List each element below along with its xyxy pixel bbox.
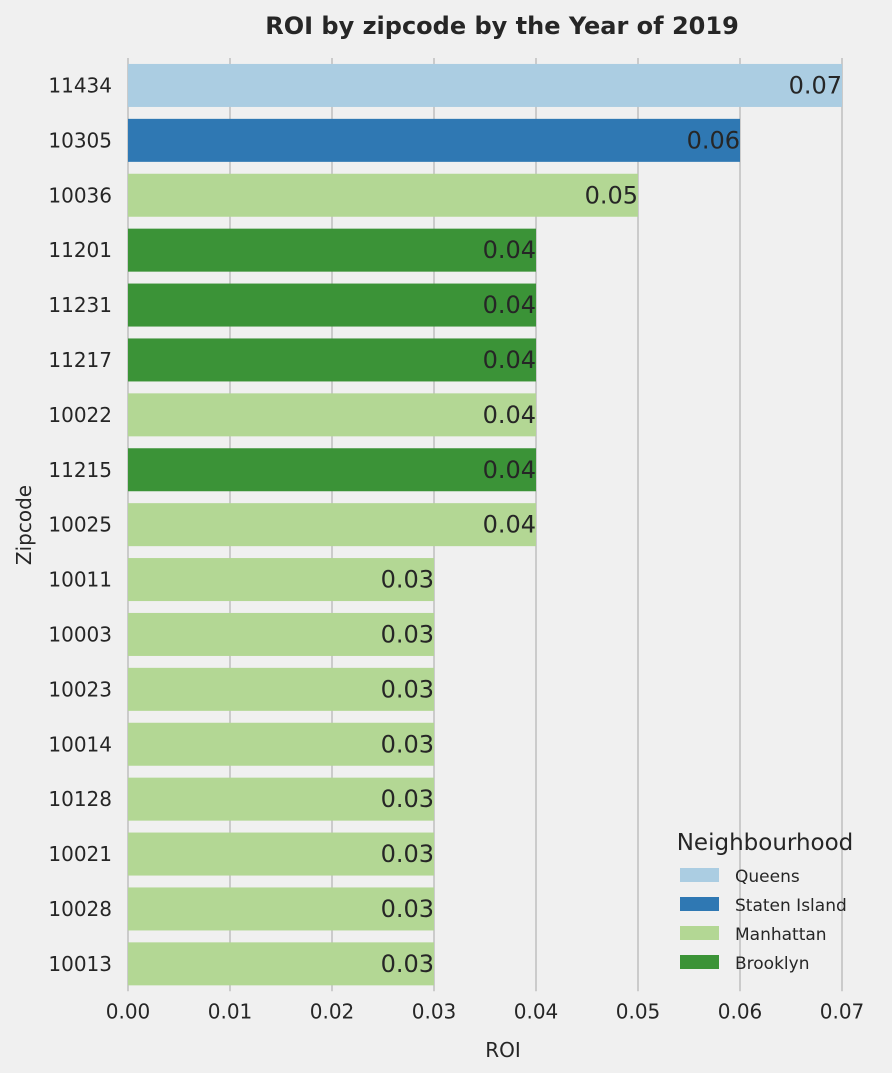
y-axis-label: Zipcode: [12, 485, 36, 565]
legend-swatch: [680, 897, 719, 911]
legend-label: Staten Island: [735, 896, 847, 916]
bar: [128, 283, 536, 327]
bars: [128, 63, 842, 986]
bar: [128, 448, 536, 492]
x-tick-labels: 0.00 0.01 0.02 0.03 0.04 0.05 0.06 0.07: [106, 999, 865, 1023]
bar: [128, 832, 434, 876]
bar: [128, 393, 536, 437]
legend-swatch: [680, 868, 719, 882]
x-tick-label: 0.05: [616, 999, 661, 1023]
bar: [128, 228, 536, 272]
y-tick-label: 10011: [48, 568, 112, 592]
data-label: 0.04: [483, 291, 536, 319]
y-tick-label: 10036: [48, 183, 112, 207]
bar: [128, 558, 434, 602]
bar: [128, 503, 536, 547]
x-axis-label: ROI: [485, 1038, 521, 1062]
legend-title: Neighbourhood: [677, 830, 854, 856]
legend-label: Brooklyn: [735, 954, 809, 974]
y-tick-label: 11217: [48, 348, 112, 372]
data-label: 0.05: [585, 181, 638, 209]
y-tick-label: 10021: [48, 842, 112, 866]
x-tick-label: 0.01: [208, 999, 253, 1023]
y-tick-labels: 11434 10305 10036 11201 11231 11217 10022 11215…: [48, 73, 112, 975]
bar: [128, 118, 740, 162]
bar: [128, 942, 434, 986]
y-tick-label: 10013: [48, 952, 112, 976]
data-label: 0.03: [381, 566, 434, 594]
x-tick-label: 0.00: [106, 999, 151, 1023]
data-label: 0.07: [789, 71, 842, 99]
x-tick-label: 0.04: [514, 999, 559, 1023]
data-label: 0.03: [381, 675, 434, 703]
legend-swatch: [680, 955, 719, 969]
data-label: 0.04: [483, 456, 536, 484]
y-tick-label: 10014: [48, 732, 112, 756]
legend: Neighbourhood Queens Staten Island Manhatt…: [677, 830, 854, 974]
y-tick-label: 10028: [48, 897, 112, 921]
y-tick-label: 10022: [48, 403, 112, 427]
bar: [128, 612, 434, 656]
x-tick-label: 0.07: [820, 999, 865, 1023]
bar: [128, 667, 434, 711]
data-label: 0.03: [381, 950, 434, 978]
data-label: 0.04: [483, 401, 536, 429]
data-label: 0.04: [483, 511, 536, 539]
x-tick-label: 0.03: [412, 999, 457, 1023]
bar: [128, 338, 536, 382]
data-labels: 0.07 0.06 0.05 0.04 0.04 0.04 0.04 0.04 0.04 0.03…: [381, 71, 842, 977]
y-tick-label: 10003: [48, 622, 112, 646]
bar: [128, 173, 638, 217]
bar: [128, 777, 434, 821]
bar: [128, 722, 434, 766]
y-tick-label: 10023: [48, 677, 112, 701]
y-tick-label: 10025: [48, 513, 112, 537]
data-label: 0.03: [381, 895, 434, 923]
data-label: 0.03: [381, 730, 434, 758]
data-label: 0.03: [381, 620, 434, 648]
y-tick-label: 11434: [48, 73, 112, 97]
bar: [128, 63, 842, 107]
data-label: 0.03: [381, 840, 434, 868]
y-tick-label: 11215: [48, 458, 112, 482]
data-label: 0.04: [483, 236, 536, 264]
legend-swatch: [680, 926, 719, 940]
chart-title: ROI by zipcode by the Year of 2019: [265, 12, 739, 40]
x-tick-label: 0.06: [718, 999, 763, 1023]
data-label: 0.06: [687, 126, 740, 154]
data-label: 0.03: [381, 785, 434, 813]
legend-label: Queens: [735, 867, 800, 887]
data-label: 0.04: [483, 346, 536, 374]
y-tick-label: 10305: [48, 128, 112, 152]
bar: [128, 887, 434, 931]
y-tick-label: 11231: [48, 293, 112, 317]
legend-label: Manhattan: [735, 925, 827, 945]
y-tick-label: 10128: [48, 787, 112, 811]
x-tick-label: 0.02: [310, 999, 355, 1023]
y-tick-label: 11201: [48, 238, 112, 262]
